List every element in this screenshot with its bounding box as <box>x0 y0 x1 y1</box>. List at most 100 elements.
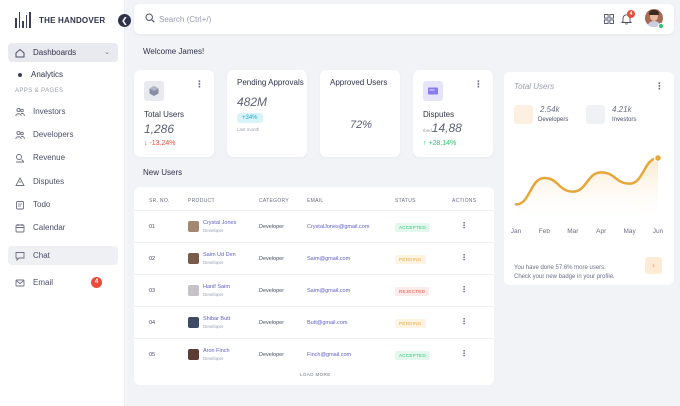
sidebar: THE HANDOVER Dashboards ⌄ Analytics APPS… <box>0 0 125 406</box>
serial-number: 04 <box>149 320 156 326</box>
sidebar-item-investors[interactable]: Investors <box>8 102 118 121</box>
user-name[interactable]: Aron Finch <box>203 348 230 354</box>
sidebar-item-todo[interactable]: Todo <box>8 195 118 214</box>
user-avatar <box>188 317 199 328</box>
sidebar-item-label: Chat <box>33 251 50 260</box>
email-count-badge: 4 <box>91 277 102 288</box>
value-prefix: Ibed <box>423 128 432 133</box>
stat-label: Developers <box>538 117 569 123</box>
card-menu-button[interactable]: ⋮ <box>655 81 664 91</box>
new-users-title: New Users <box>143 168 183 177</box>
card-value: 1,286 <box>144 122 175 136</box>
disputes-card: ⋮ Disputes Ibed 14,88 ↑ +28.14% <box>413 70 493 157</box>
column-header: PRODUCT <box>188 198 215 204</box>
user-email[interactable]: Butt@gmail.com <box>307 320 348 326</box>
section-label: APPS & PAGES <box>15 88 64 94</box>
sidebar-item-developers[interactable]: Developers <box>8 125 118 144</box>
avatar[interactable] <box>645 9 663 27</box>
user-role: Developer <box>203 356 224 361</box>
user-avatar <box>188 285 199 296</box>
user-email[interactable]: CrystalJones@gmail.com <box>307 224 370 230</box>
chat-icon <box>15 251 25 261</box>
sidebar-item-label: Developers <box>33 130 74 139</box>
card-menu-button[interactable]: ⋮ <box>195 79 204 89</box>
cube-icon <box>144 81 164 101</box>
logo-icon <box>15 12 31 28</box>
sidebar-item-label: Disputes <box>33 177 65 186</box>
total-users-line-chart: Jan Feb Mar Apr May Jun <box>511 153 664 235</box>
calendar-icon <box>15 223 25 233</box>
user-email[interactable]: Saim@gmail.com <box>307 288 351 294</box>
user-email[interactable]: Finch@gmail.com <box>307 352 352 358</box>
sidebar-item-chat[interactable]: Chat <box>8 246 118 265</box>
row-actions-button[interactable]: ⋮ <box>460 221 468 230</box>
user-name[interactable]: Crystal Jones <box>203 220 237 226</box>
status-badge: PENDING <box>395 319 426 328</box>
new-users-table: SR. NO. PRODUCT CATEGORY EMAIL STATUS AC… <box>134 187 494 385</box>
user-role: Developer <box>203 260 224 265</box>
apps-grid-icon[interactable] <box>604 14 614 24</box>
sidebar-item-analytics[interactable]: Analytics <box>18 70 63 79</box>
search-input[interactable] <box>159 12 359 26</box>
sidebar-item-dashboards[interactable]: Dashboards ⌄ <box>8 43 118 62</box>
sidebar-item-revenue[interactable]: Revenue <box>8 148 118 167</box>
x-tick-label: Apr <box>596 228 607 235</box>
x-tick-label: Feb <box>539 228 551 235</box>
notification-badge: 4 <box>627 10 635 18</box>
total-users-card: ⋮ Total Users 1,286 ↓ -13.24% <box>134 70 214 157</box>
brand-logo[interactable]: THE HANDOVER <box>15 12 105 28</box>
column-header: CATEGORY <box>259 198 289 204</box>
chevron-right-icon: › <box>652 260 655 270</box>
brand-name: THE HANDOVER <box>39 15 106 25</box>
sidebar-item-label: Email <box>33 278 54 287</box>
user-email[interactable]: Saim@gmail.com <box>307 256 351 262</box>
column-header: ACTIONS <box>452 198 477 204</box>
sidebar-item-label: Revenue <box>33 153 66 162</box>
user-category: Developer <box>259 352 285 358</box>
data-point[interactable] <box>653 153 663 163</box>
serial-number: 03 <box>149 288 156 294</box>
card-title: Total Users <box>144 110 185 119</box>
x-tick-label: May <box>623 228 636 235</box>
table-row: 03 Hanif Saim Developer Developer Saim@g… <box>134 274 494 306</box>
chevron-down-icon: ⌄ <box>104 49 110 56</box>
bell-icon[interactable] <box>621 13 632 25</box>
user-role: Developer <box>203 324 224 329</box>
row-actions-button[interactable]: ⋮ <box>460 349 468 358</box>
investors-icon <box>15 107 25 117</box>
user-role: Developer <box>203 228 224 233</box>
email-icon <box>15 278 25 288</box>
row-actions-button[interactable]: ⋮ <box>460 253 468 262</box>
todo-icon <box>15 200 25 210</box>
user-name[interactable]: Saim Ud Den <box>203 252 236 258</box>
load-more-button[interactable]: LOAD MORE <box>300 372 331 377</box>
table-row: 04 Shibar Butt Developer Developer Butt@… <box>134 306 494 338</box>
online-status-dot <box>658 23 664 29</box>
card-title: Disputes <box>423 110 455 119</box>
chevron-left-icon: ❮ <box>121 16 128 25</box>
x-tick-label: Mar <box>567 228 579 235</box>
status-badge: PENDING <box>395 255 426 264</box>
table-row: 05 Aron Finch Developer Developer Finch@… <box>134 338 494 370</box>
x-tick-label: Jun <box>653 228 664 235</box>
user-category: Developer <box>259 320 285 326</box>
collapse-sidebar-button[interactable]: ❮ <box>118 14 131 27</box>
chart-card-title: Total Users <box>514 82 555 91</box>
sidebar-item-disputes[interactable]: Disputes <box>8 172 118 191</box>
sidebar-item-email[interactable]: Email 4 <box>8 273 118 292</box>
sidebar-item-calendar[interactable]: Calendar <box>8 218 118 237</box>
status-badge: ACCEPTED <box>395 351 430 360</box>
card-title: Approved Users <box>330 78 388 87</box>
user-name[interactable]: Hanif Saim <box>203 284 230 290</box>
table-row: 01 Crystal Jones Developer Developer Cry… <box>134 210 494 242</box>
chart-message-line1: You have done 57.6% more users. <box>514 265 606 271</box>
approved-users-card: Approved Users 72% <box>320 70 400 157</box>
chevron-right-button[interactable]: › <box>645 257 662 274</box>
user-role: Developer <box>203 292 224 297</box>
user-name[interactable]: Shibar Butt <box>203 316 231 322</box>
series-line <box>514 156 660 206</box>
card-menu-button[interactable]: ⋮ <box>474 79 483 89</box>
row-actions-button[interactable]: ⋮ <box>460 285 468 294</box>
row-actions-button[interactable]: ⋮ <box>460 317 468 326</box>
serial-number: 02 <box>149 256 156 262</box>
